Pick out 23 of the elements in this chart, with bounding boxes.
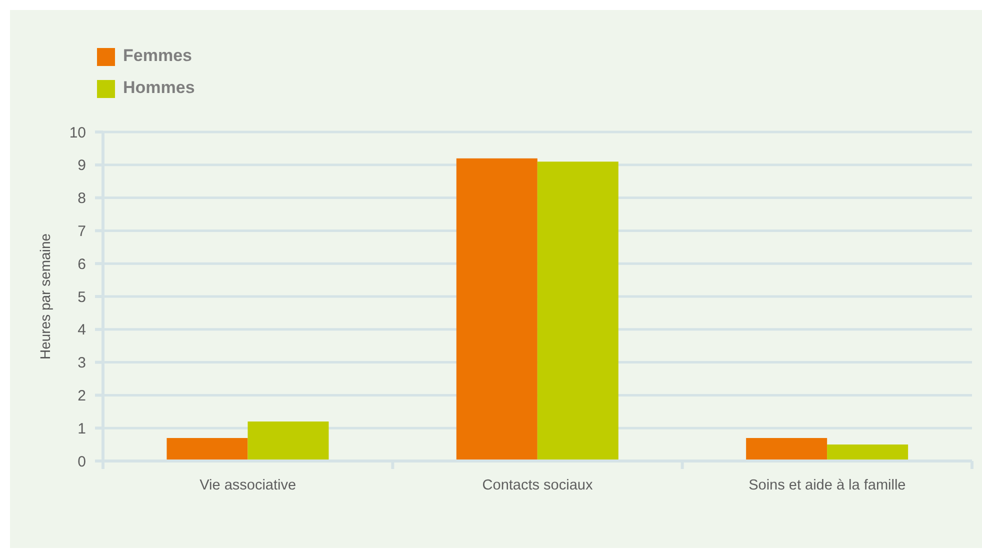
x-tick-label: Soins et aide à la famille (748, 477, 906, 494)
y-axis-title: Heures par semaine (36, 233, 53, 360)
y-tick-label: 7 (78, 223, 86, 240)
bar (537, 162, 618, 461)
bar (248, 422, 329, 461)
bar (827, 444, 908, 461)
y-tick-label: 0 (78, 453, 86, 470)
legend-label: Femmes (123, 46, 192, 65)
bar (746, 438, 828, 461)
y-tick-label: 5 (78, 288, 86, 306)
y-tick-label: 6 (78, 256, 86, 273)
y-tick-label: 3 (78, 354, 86, 372)
y-tick-label: 1 (78, 420, 86, 438)
y-tick-label: 8 (78, 190, 86, 208)
y-tick-label: 9 (78, 157, 86, 174)
x-tick-label: Vie associative (200, 477, 296, 494)
y-tick-label: 2 (78, 388, 86, 405)
x-tick-label: Contacts sociaux (482, 477, 594, 494)
y-tick-label: 10 (69, 124, 86, 142)
legend-label: Hommes (123, 78, 195, 97)
y-tick-label: 4 (78, 322, 86, 339)
bar (456, 158, 538, 461)
bar (166, 438, 248, 461)
